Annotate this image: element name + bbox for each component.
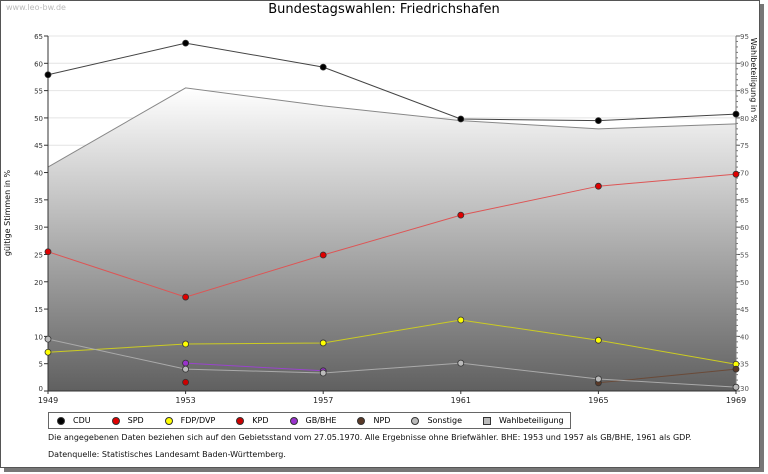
legend-marker-icon — [483, 416, 492, 425]
data-point-spd — [595, 182, 602, 190]
data-point-spd — [44, 248, 52, 256]
chart-title: Bundestagswahlen: Friedrichshafen — [268, 2, 500, 17]
legend-marker-icon — [411, 416, 420, 425]
data-point-sonstige — [182, 365, 190, 373]
x-tick-label: 1961 — [451, 396, 471, 405]
y-axis-label: gültige Stimmen in % — [3, 169, 12, 256]
y-tick-label: 0 — [39, 385, 43, 393]
y-tick-label: 45 — [34, 142, 43, 150]
y2-axis-label: Wahlbeteiligung in % — [749, 38, 758, 123]
legend-item: SPD — [108, 416, 144, 425]
data-point-fdp-dvp — [457, 316, 465, 324]
legend-label: Wahlbeteiligung — [499, 416, 564, 425]
data-point-sonstige — [595, 375, 602, 383]
data-point-cdu — [732, 110, 740, 118]
y2-tick-label: 70 — [740, 170, 749, 178]
y2-tick-label: 55 — [740, 251, 749, 259]
data-point-fdp-dvp — [319, 339, 327, 347]
y2-tick-label: 80 — [740, 115, 749, 123]
legend-label: CDU — [73, 416, 91, 425]
y-tick-label: 10 — [34, 333, 43, 341]
y-tick-label: 5 — [39, 361, 43, 369]
watermark: www.leo-bw.de — [6, 3, 66, 12]
data-point-cdu — [595, 117, 602, 125]
y-tick-label: 30 — [34, 224, 43, 232]
legend-label: NPD — [373, 416, 391, 425]
series-line-fdp-dvp — [47, 319, 737, 365]
y-tick-label: 55 — [34, 88, 43, 96]
series-line-spd — [47, 173, 737, 298]
data-point-spd — [182, 293, 190, 301]
y2-tick-label: 90 — [740, 60, 749, 68]
data-point-gb-bhe — [182, 359, 190, 367]
series-line-sonstige — [47, 338, 737, 388]
data-source: Datenquelle: Statistisches Landesamt Bad… — [48, 450, 286, 459]
y-tick-label: 40 — [34, 170, 43, 178]
x-tick-label: 1949 — [38, 396, 58, 405]
y2-tick-label: 85 — [740, 88, 749, 96]
data-point-fdp-dvp — [44, 348, 52, 356]
data-point-fdp-dvp — [182, 340, 190, 348]
legend-item: KPD — [232, 416, 269, 425]
legend-item: Wahlbeteiligung — [479, 416, 564, 425]
legend-label: GB/BHE — [305, 416, 337, 425]
y-tick-label: 60 — [34, 60, 43, 68]
legend-item: CDU — [53, 416, 91, 425]
data-point-sonstige — [732, 383, 740, 391]
data-point-spd — [732, 170, 740, 178]
data-point-sonstige — [319, 369, 327, 377]
legend-label: KPD — [252, 416, 269, 425]
data-point-kpd — [182, 378, 190, 386]
y2-tick-label: 75 — [740, 142, 749, 150]
turnout-line — [47, 87, 737, 168]
data-point-fdp-dvp — [595, 336, 602, 344]
data-point-cdu — [44, 71, 52, 79]
y-tick-label: 35 — [34, 197, 43, 205]
data-point-cdu — [182, 39, 190, 47]
data-point-spd — [457, 211, 465, 219]
x-tick-label: 1965 — [588, 396, 608, 405]
data-point-spd — [319, 251, 327, 259]
legend-item: FDP/DVP — [161, 416, 216, 425]
turnout-area — [48, 87, 736, 391]
legend-item: Sonstige — [407, 416, 462, 425]
legend-label: SPD — [127, 416, 144, 425]
y-tick-label: 50 — [34, 115, 43, 123]
y2-tick-label: 45 — [740, 306, 749, 314]
y-tick-label: 65 — [34, 33, 43, 41]
data-point-sonstige — [457, 359, 465, 367]
y2-tick-label: 30 — [740, 385, 749, 393]
y2-tick-label: 65 — [740, 197, 749, 205]
y2-tick-label: 50 — [740, 279, 749, 287]
legend-marker-icon — [357, 416, 366, 425]
legend-item: NPD — [353, 416, 390, 425]
data-point-sonstige — [44, 335, 52, 343]
y-tick-label: 15 — [34, 306, 43, 314]
y-tick-label: 20 — [34, 279, 43, 287]
legend-label: FDP/DVP — [180, 416, 216, 425]
x-tick-label: 1957 — [313, 396, 333, 405]
y-tick-label: 25 — [34, 251, 43, 259]
legend-marker-icon — [164, 416, 173, 425]
data-point-npd — [732, 365, 740, 373]
series-line-cdu — [47, 42, 737, 122]
data-point-cdu — [457, 115, 465, 123]
legend-marker-icon — [236, 416, 245, 425]
y2-tick-label: 60 — [740, 224, 749, 232]
data-point-cdu — [319, 63, 327, 71]
legend: CDU SPD FDP/DVP KPD GB/BHE NPD Sonstige Wahlbet… — [48, 412, 571, 429]
y2-tick-label: 95 — [740, 33, 749, 41]
legend-label: Sonstige — [427, 416, 463, 425]
legend-marker-icon — [111, 416, 120, 425]
footnote: Die angegebenen Daten beziehen sich auf … — [48, 433, 692, 442]
legend-marker-icon — [289, 416, 298, 425]
legend-item: GB/BHE — [286, 416, 337, 425]
legend-marker-icon — [57, 416, 65, 425]
y2-tick-label: 35 — [740, 361, 749, 369]
x-tick-label: 1953 — [175, 396, 195, 405]
y2-tick-label: 40 — [740, 333, 749, 341]
series-line-gb-bhe — [185, 362, 324, 372]
x-tick-label: 1969 — [726, 396, 746, 405]
